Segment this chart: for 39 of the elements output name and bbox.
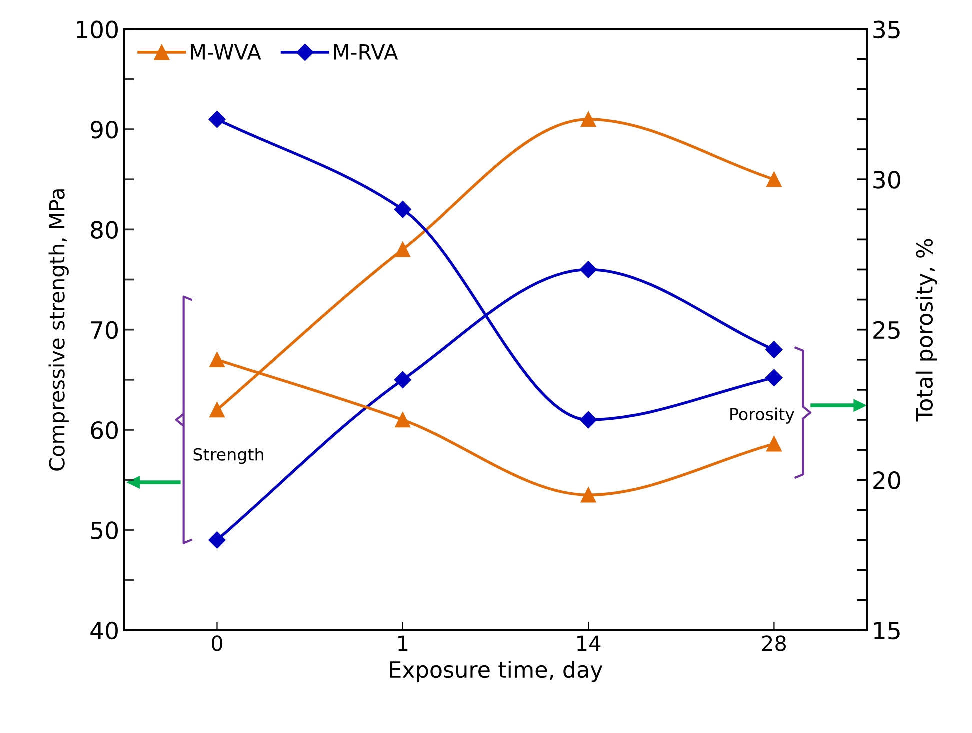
- y-tick-label: 80: [91, 221, 118, 239]
- point: [766, 436, 782, 452]
- legend-label: M-WVA: [191, 44, 262, 60]
- point: [395, 242, 411, 258]
- point: [208, 532, 226, 549]
- x-tick-label: 14: [578, 636, 601, 652]
- y-tick-label: 70: [91, 321, 118, 340]
- legend-label: M-RVA: [334, 44, 398, 60]
- x-tick-label: 28: [762, 636, 786, 652]
- point: [208, 110, 226, 128]
- y2-tick-label: 20: [874, 472, 900, 490]
- y-tick-label: 50: [91, 522, 118, 540]
- y-axis-title: Compressive strength, MPa: [48, 190, 69, 471]
- y2-tick-label: 30: [874, 171, 900, 189]
- point: [395, 412, 411, 428]
- y-tick-label: 90: [90, 120, 118, 139]
- point: [766, 172, 782, 188]
- annotation: Strength: [194, 448, 264, 464]
- point: [580, 112, 596, 128]
- point: [580, 261, 598, 278]
- point: [394, 371, 412, 388]
- y-tick-label: 100: [77, 20, 118, 39]
- point: [210, 402, 225, 418]
- point: [394, 201, 412, 218]
- x-tick-label: 0: [212, 636, 222, 652]
- y-tick-label: 60: [91, 421, 118, 440]
- x-axis-title: Exposure time, day: [390, 660, 603, 682]
- annotation: Porosity: [730, 408, 794, 424]
- point: [766, 369, 783, 386]
- y2-tick-label: 25: [874, 321, 900, 340]
- point: [580, 411, 598, 429]
- point: [210, 352, 225, 368]
- x-tick-label: 1: [398, 636, 408, 652]
- y2-tick-label: 15: [874, 622, 900, 640]
- y2-tick-label: 35: [874, 20, 900, 39]
- point: [580, 488, 596, 503]
- y-tick-label: 40: [90, 622, 118, 640]
- point: [766, 341, 783, 358]
- y2-axis-title: Total porosity, %: [916, 239, 938, 422]
